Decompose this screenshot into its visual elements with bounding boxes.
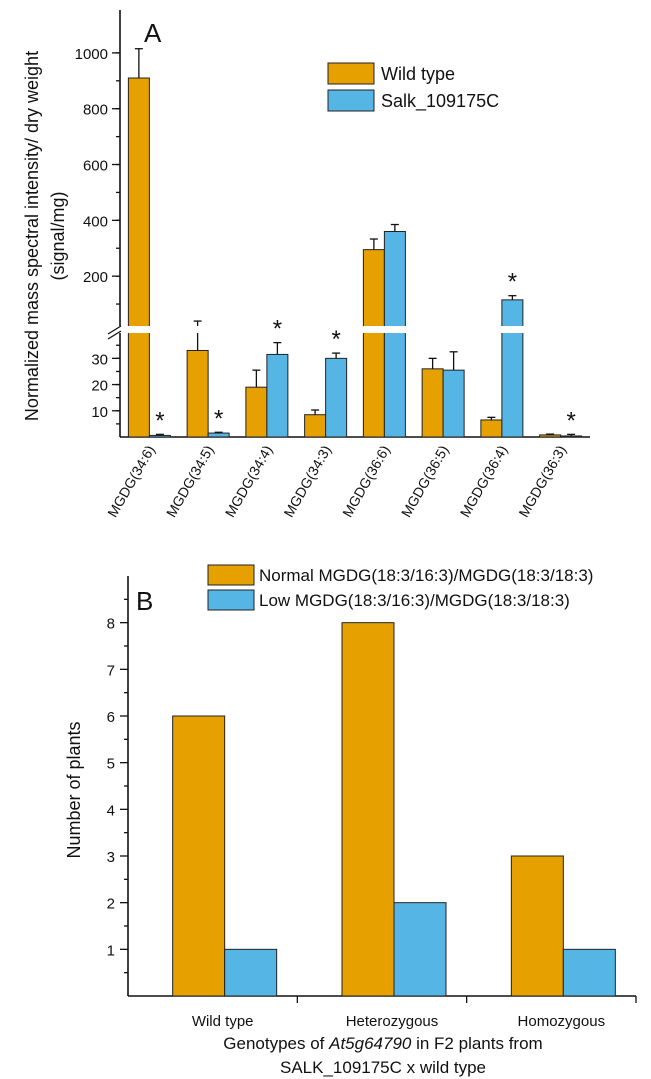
panel-a-bar — [127, 77, 150, 438]
panel-a-bar — [207, 432, 230, 438]
panel-a-significance-marker: * — [566, 407, 575, 434]
panel-a-y-axis-title-line1: Normalized mass spectral intensity/ dry … — [22, 51, 42, 421]
panel-b-bar — [393, 902, 447, 997]
panel-a-bars — [106, 48, 590, 438]
panel-a-bar — [442, 369, 465, 438]
panel-a-x-tick-label: MGDG(34:3) — [280, 443, 334, 520]
panel-b-bar — [172, 715, 226, 997]
panel-a-y-tick-label: 1000 — [75, 46, 108, 63]
panel-a-significance-marker: * — [273, 316, 282, 343]
panel-b-legend-swatch — [207, 589, 255, 611]
panel-b-legend-label: Low MGDG(18:3/16:3)/MGDG(18:3/18:3) — [259, 591, 570, 610]
panel-b-y-tick-label: 6 — [107, 709, 115, 726]
panel-b-x-axis-title-gene: At5g64790 — [328, 1034, 412, 1053]
panel-a-y-tick-label: 400 — [83, 213, 108, 230]
panel-a-bar — [421, 368, 444, 438]
panel-a-y-tick-label: 600 — [83, 158, 108, 175]
panel-b: B Number of plants Genotypes of At5g6479… — [64, 564, 637, 1077]
panel-a-y-tick-label: 30 — [91, 351, 108, 368]
panel-a-y-axis-title-line2: (signal/mg) — [48, 191, 68, 280]
panel-a-label: A — [144, 18, 162, 48]
panel-a-x-tick-label: MGDG(36:6) — [339, 443, 393, 520]
panel-a-significance-marker: * — [508, 269, 517, 296]
panel-b-legend: Normal MGDG(18:3/16:3)/MGDG(18:3/18:3) Lo… — [207, 564, 593, 611]
panel-a-bar — [362, 249, 385, 438]
panel-a-y-tick-label: 800 — [83, 102, 108, 119]
panel-a-significance-marker: * — [155, 407, 164, 434]
panel-b-x-tick-label: Homozygous — [518, 1013, 606, 1030]
panel-b-label: B — [136, 586, 153, 616]
panel-a-bar — [560, 435, 583, 438]
panel-a-x-tick-label: MGDG(36:5) — [398, 443, 452, 520]
panel-a-bar — [480, 419, 503, 438]
panel-a-bar — [383, 230, 406, 438]
panel-b-x-tick-label: Heterozygous — [346, 1013, 439, 1030]
panel-a-bar — [539, 434, 562, 438]
panel-a-legend-label: Salk_109175C — [381, 91, 499, 112]
panel-a-y-tick-label: 10 — [91, 404, 108, 421]
panel-a-legend-label: Wild type — [381, 64, 455, 84]
panel-b-y-tick-label: 4 — [107, 802, 115, 819]
panel-a-bar — [304, 414, 327, 438]
panel-b-bar — [510, 855, 564, 997]
panel-a-significance-marker: * — [214, 405, 223, 432]
panel-b-tick-labels: 1 2 3 4 5 6 7 8 Wild type Heterozygous Homozygous — [107, 616, 605, 1030]
panel-b-y-tick-label: 7 — [107, 662, 115, 679]
panel-a-x-tick-label: MGDG(34:6) — [104, 443, 158, 520]
panel-b-y-axis-title: Number of plants — [64, 721, 84, 858]
panel-a-bar — [325, 357, 348, 438]
panel-a-y-tick-label: 20 — [91, 378, 108, 395]
panel-b-legend-label: Normal MGDG(18:3/16:3)/MGDG(18:3/18:3) — [259, 566, 593, 585]
panel-a: A Normalized mass spectral intensity/ dr… — [22, 10, 590, 520]
panel-a-significance-marker: * — [331, 326, 340, 353]
panel-a-y-axis-title: Normalized mass spectral intensity/ dry … — [22, 51, 68, 421]
panel-a-bar — [245, 386, 268, 438]
panel-b-y-tick-label: 8 — [107, 616, 115, 633]
panel-b-bars — [172, 622, 616, 997]
panel-a-x-tick-label: MGDG(36:3) — [515, 443, 569, 520]
panel-a-bar — [148, 434, 171, 438]
panel-b-bar — [224, 948, 278, 997]
panel-a-y-tick-label: 200 — [83, 269, 108, 286]
panel-a-x-tick-label: MGDG(34:5) — [163, 443, 217, 520]
panel-b-x-axis-title-text: Genotypes of — [223, 1034, 329, 1053]
panel-b-bar — [341, 622, 395, 997]
panel-a-bar — [266, 353, 289, 438]
panel-b-x-axis-title-line2: SALK_109175C x wild type — [280, 1058, 486, 1077]
panel-b-x-axis-title-line1: Genotypes of At5g64790 in F2 plants from — [223, 1034, 542, 1053]
panel-a-legend-swatch — [327, 89, 375, 112]
panel-b-y-tick-label: 3 — [107, 849, 115, 866]
panel-a-legend: Wild type Salk_109175C — [327, 62, 499, 112]
panel-a-axis-break-gap — [106, 326, 590, 333]
panel-b-y-tick-label: 5 — [107, 756, 115, 773]
panel-b-y-tick-label: 1 — [107, 942, 115, 959]
panel-b-bar — [562, 948, 616, 997]
panel-b-x-axis-title-text: in F2 plants from — [411, 1034, 542, 1053]
panel-b-y-tick-label: 2 — [107, 896, 115, 913]
panel-a-legend-swatch — [327, 62, 375, 85]
panel-a-bar — [501, 299, 524, 438]
panel-b-legend-swatch — [207, 564, 255, 586]
panel-b-x-tick-label: Wild type — [192, 1013, 254, 1030]
panel-a-x-tick-label: MGDG(36:4) — [457, 443, 511, 520]
panel-a-axis-break-mark — [107, 330, 122, 340]
panel-a-x-tick-label: MGDG(34:4) — [222, 443, 276, 520]
panel-a-bar — [186, 349, 209, 438]
panel-a-axis-break-mark — [107, 325, 122, 335]
